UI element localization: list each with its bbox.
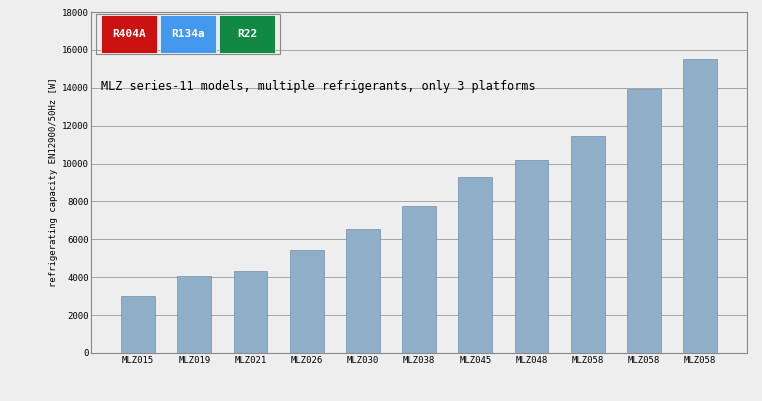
Bar <box>402 206 436 353</box>
Bar <box>514 160 549 353</box>
FancyBboxPatch shape <box>219 16 275 53</box>
Bar <box>346 229 379 353</box>
Bar <box>290 250 324 353</box>
Text: R22: R22 <box>237 29 258 39</box>
Text: MLZ series-11 models, multiple refrigerants, only 3 platforms: MLZ series-11 models, multiple refrigera… <box>101 80 536 93</box>
Bar <box>459 177 492 353</box>
Text: R134a: R134a <box>171 29 205 39</box>
FancyBboxPatch shape <box>160 16 216 53</box>
Text: R404A: R404A <box>112 29 146 39</box>
Bar <box>234 271 267 353</box>
Bar <box>571 136 604 353</box>
FancyBboxPatch shape <box>101 16 157 53</box>
Bar <box>627 89 661 353</box>
Bar <box>684 59 717 353</box>
Y-axis label: refrigerating capacity EN12900/50Hz [W]: refrigerating capacity EN12900/50Hz [W] <box>49 78 58 287</box>
Bar <box>178 276 211 353</box>
Bar <box>121 296 155 353</box>
